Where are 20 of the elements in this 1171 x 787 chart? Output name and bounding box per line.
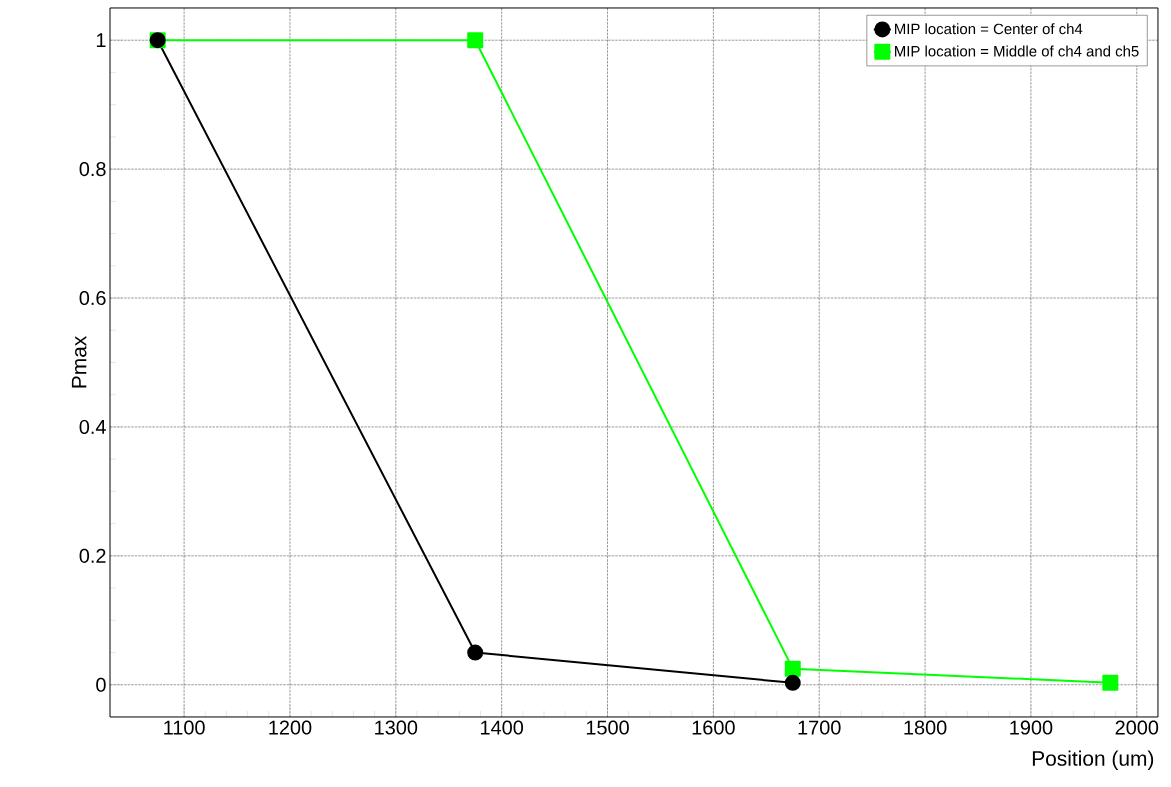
y-tick-label: 0.8 bbox=[79, 162, 106, 177]
x-axis-title: Position (um) bbox=[1032, 750, 1154, 770]
x-tick-label: 1900 bbox=[1010, 720, 1053, 735]
x-tick-label: 1500 bbox=[586, 720, 629, 735]
x-tick-label: 1800 bbox=[904, 720, 947, 735]
x-tick-label: 1400 bbox=[481, 720, 524, 735]
x-tick-label: 1300 bbox=[375, 720, 418, 735]
y-tick-label: 0.6 bbox=[79, 290, 106, 306]
x-tick-label: 2000 bbox=[1115, 720, 1159, 735]
x-tick-label: 1600 bbox=[692, 720, 735, 735]
y-axis-title: Pmax bbox=[71, 335, 87, 388]
x-tick-label: 1200 bbox=[269, 720, 312, 735]
y-tick-label: 0.4 bbox=[79, 419, 106, 434]
x-tick-label: 1700 bbox=[798, 720, 841, 735]
x-tick-label: 1100 bbox=[164, 720, 205, 735]
y-tick-label: 0.2 bbox=[79, 548, 106, 563]
y-tick-label: 1 bbox=[96, 33, 106, 48]
legend-label: MIP location = Middle of ch4 and ch5 bbox=[895, 45, 1139, 57]
y-tick-label: 0 bbox=[96, 677, 106, 692]
legend-label: MIP location = Center of ch4 bbox=[895, 23, 1083, 35]
